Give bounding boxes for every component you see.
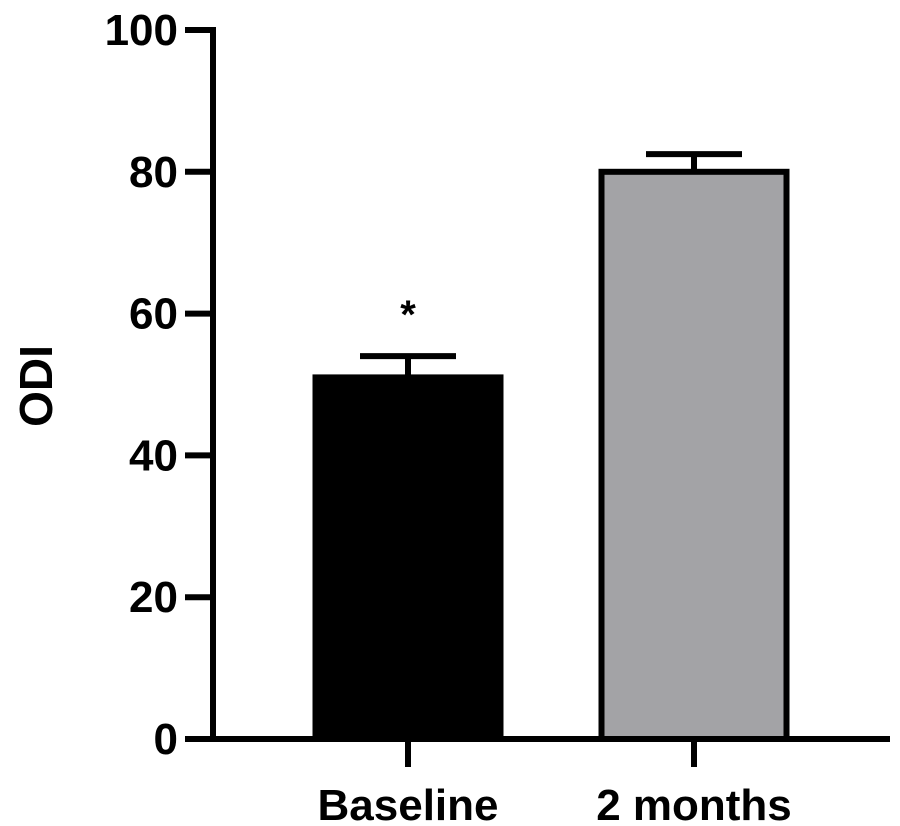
y-tick-label: 20	[129, 573, 178, 622]
category-label: Baseline	[318, 781, 499, 826]
y-tick-label: 60	[129, 290, 178, 339]
significance-marker: *	[400, 293, 416, 337]
y-tick-label: 80	[129, 148, 178, 197]
bar-0	[312, 374, 504, 742]
y-tick-label: 0	[154, 715, 178, 764]
y-axis-title: ODI	[10, 345, 62, 427]
category-label: 2 months	[596, 781, 792, 826]
bar-1	[598, 168, 790, 743]
labels: 0 20 40 60 80 100 Baseline * 2 months	[105, 6, 792, 826]
y-tick-label: 100	[105, 6, 178, 55]
bars	[312, 151, 790, 743]
y-tick-label: 40	[129, 431, 178, 480]
